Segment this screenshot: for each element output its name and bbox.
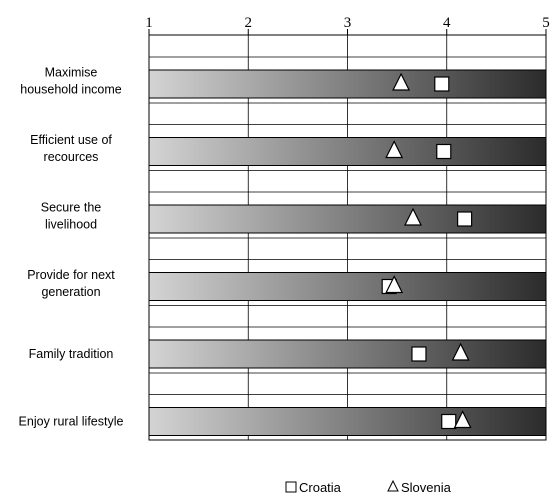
marker-croatia bbox=[457, 211, 473, 227]
marker-slovenia bbox=[404, 207, 422, 226]
category-label: recources bbox=[44, 150, 99, 164]
marker-slovenia bbox=[392, 72, 411, 91]
legend-label: Croatia bbox=[299, 480, 342, 495]
marker-slovenia bbox=[451, 342, 470, 361]
legend-marker-slovenia bbox=[387, 479, 399, 492]
marker-croatia bbox=[411, 346, 427, 362]
marker-slovenia bbox=[385, 140, 404, 159]
category-label: household income bbox=[20, 83, 122, 97]
bars bbox=[148, 69, 547, 436]
x-tick-label: 5 bbox=[542, 15, 550, 31]
marker-croatia bbox=[441, 413, 457, 430]
x-tick-label: 1 bbox=[145, 15, 153, 31]
marker-slovenia bbox=[385, 275, 404, 294]
legend-marker-croatia bbox=[285, 481, 297, 493]
x-tick-label: 4 bbox=[443, 15, 451, 31]
category-labels: Maximise household income Efficient use of… bbox=[19, 66, 124, 429]
x-tick-labels: 1 2 3 4 5 bbox=[145, 15, 550, 31]
bar bbox=[148, 407, 547, 436]
bar bbox=[148, 204, 547, 234]
bar bbox=[148, 137, 547, 166]
category-label: generation bbox=[41, 285, 100, 299]
category-label: Family tradition bbox=[29, 347, 114, 361]
bar bbox=[148, 272, 547, 301]
category-label: Provide for next bbox=[27, 268, 115, 282]
bar bbox=[148, 69, 547, 99]
category-label: Maximise bbox=[45, 66, 98, 80]
marker-croatia bbox=[434, 76, 450, 92]
category-label: Secure the bbox=[41, 201, 102, 215]
marker-slovenia bbox=[453, 410, 472, 429]
x-tick-label: 3 bbox=[344, 15, 352, 31]
legend: Croatia Slovenia bbox=[285, 479, 452, 495]
x-tick-label: 2 bbox=[245, 15, 253, 31]
category-label: livelihood bbox=[45, 218, 97, 232]
bar bbox=[148, 339, 547, 369]
legend-label: Slovenia bbox=[401, 480, 452, 495]
category-label: Efficient use of bbox=[30, 133, 112, 147]
marker-croatia bbox=[436, 143, 452, 160]
markers bbox=[381, 72, 473, 430]
category-label: Enjoy rural lifestyle bbox=[19, 415, 124, 429]
